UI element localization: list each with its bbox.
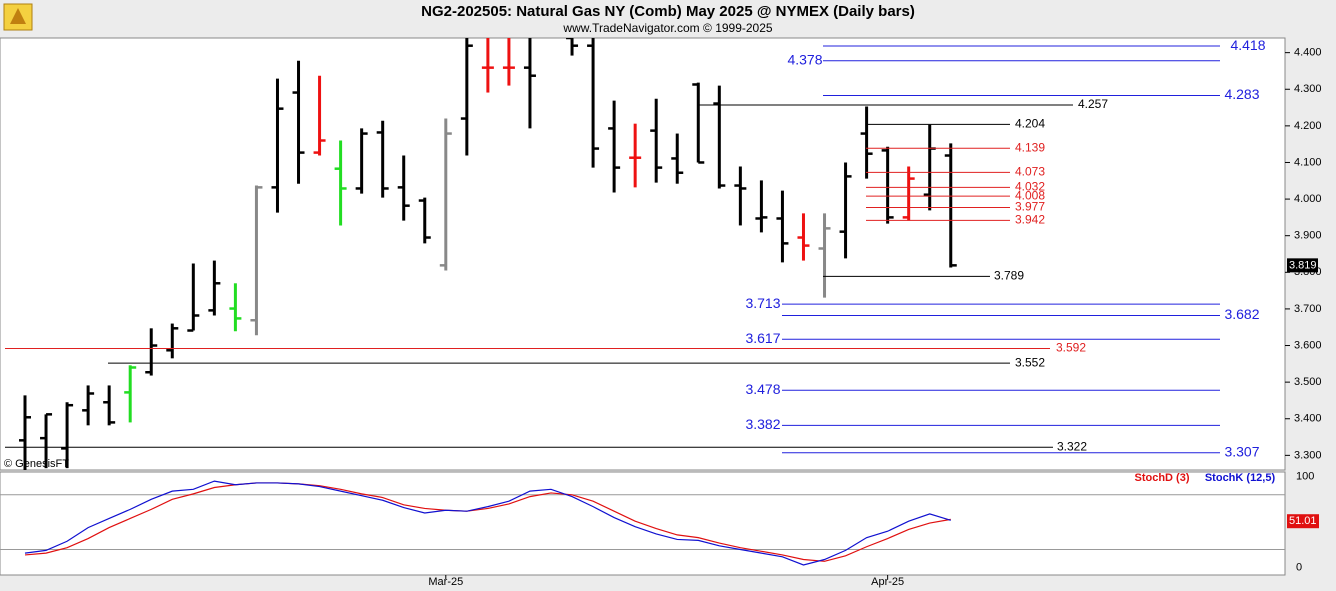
- level-label: 3.382: [745, 416, 780, 432]
- level-label: 4.418: [1230, 37, 1265, 53]
- level-label: 3.307: [1224, 443, 1259, 459]
- level-label: 4.073: [1015, 165, 1045, 179]
- y-tick-label: 100: [1296, 470, 1314, 482]
- level-label: 4.283: [1224, 86, 1259, 102]
- level-label: 3.478: [745, 381, 780, 397]
- level-label: 4.032: [1015, 180, 1045, 194]
- y-tick-label: 4.000: [1294, 193, 1322, 205]
- level-label: 3.789: [994, 269, 1024, 283]
- level-label: 3.592: [1056, 341, 1086, 355]
- watermark: © GenesisFT: [4, 458, 69, 470]
- y-tick-label: 4.400: [1294, 47, 1322, 59]
- logo-mark: [10, 8, 26, 24]
- y-tick-label: 3.500: [1294, 376, 1322, 388]
- legend-entry: StochD (3): [1135, 472, 1190, 484]
- y-tick-label: 4.200: [1294, 120, 1322, 132]
- level-label: 4.204: [1015, 117, 1045, 131]
- level-label: 3.682: [1224, 306, 1259, 322]
- level-label: 4.257: [1078, 97, 1108, 111]
- y-tick-label: 4.300: [1294, 83, 1322, 95]
- level-label: 3.977: [1015, 200, 1045, 214]
- level-label: 3.552: [1015, 355, 1045, 369]
- x-tick-label: Mar-25: [428, 576, 463, 588]
- price-panel: [0, 37, 1286, 471]
- chart-title: NG2-202505: Natural Gas NY (Comb) May 20…: [421, 3, 915, 20]
- current-value-label: 51.01: [1289, 515, 1317, 527]
- logo: [3, 3, 33, 31]
- last-price-label: 3.819: [1289, 259, 1317, 271]
- x-tick-label: Apr-25: [871, 576, 904, 588]
- y-tick-label: 3.600: [1294, 339, 1322, 351]
- level-label: 4.139: [1015, 140, 1045, 154]
- chart-subtitle: www.TradeNavigator.com © 1999-2025: [562, 21, 772, 35]
- legend-entry: StochK (12,5): [1205, 472, 1276, 484]
- stoch-line: [24, 482, 951, 562]
- y-tick-label: 3.300: [1294, 449, 1322, 461]
- level-label: 3.713: [745, 295, 780, 311]
- level-label: 4.008: [1015, 188, 1045, 202]
- stoch-line: [24, 480, 951, 566]
- y-tick-label: 0: [1296, 562, 1302, 574]
- y-tick-label: 3.700: [1294, 303, 1322, 315]
- y-tick-label: 3.400: [1294, 413, 1322, 425]
- level-label: 3.942: [1015, 212, 1045, 226]
- last-price-box: [1287, 258, 1318, 273]
- current-value-box: [1287, 514, 1319, 529]
- level-label: 4.378: [787, 51, 822, 67]
- level-label: 3.322: [1057, 439, 1087, 453]
- y-tick-label: 4.100: [1294, 156, 1322, 168]
- level-label: 3.617: [745, 330, 780, 346]
- y-tick-label: 3.900: [1294, 230, 1322, 242]
